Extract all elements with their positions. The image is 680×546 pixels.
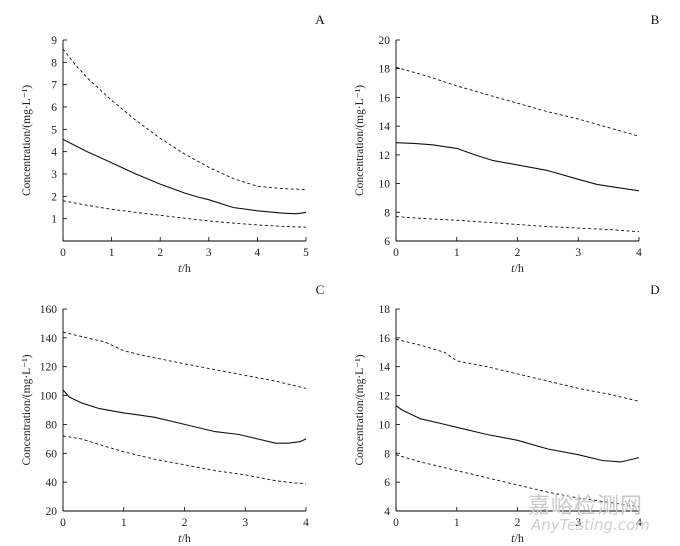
- panel-c-y-label: Concentration/(mg·L⁻¹): [21, 354, 33, 465]
- panel-b-y-tick-label: 6: [384, 236, 390, 248]
- panel-d-y-tick-label: 12: [379, 391, 391, 403]
- panel-b-y-label: Concentration/(mg·L⁻¹): [354, 85, 366, 196]
- panel-a-y-tick-label: 9: [51, 35, 57, 47]
- panel-a-x-tick-label: 3: [206, 247, 212, 259]
- panel-b-x-label: t/h: [511, 261, 524, 275]
- panel-d-x-tick-label: 1: [454, 517, 460, 529]
- panel-a-y-tick-label: 3: [51, 169, 57, 181]
- panel-d-y-tick-label: 14: [379, 362, 391, 374]
- watermark-anytesting: AnyTesting.com: [531, 516, 650, 534]
- panel-a-y-tick-label: 4: [51, 147, 57, 159]
- panel-b-y-tick-label: 12: [379, 150, 391, 162]
- panel-a-series-upper: [62, 48, 307, 191]
- panel-a-x-tick-label: 1: [109, 247, 115, 259]
- panel-d-series-median: [395, 405, 640, 463]
- panel-a-y-tick-label: 1: [51, 214, 57, 226]
- panel-d-y-tick-label: 8: [384, 448, 390, 460]
- panel-c-letter: C: [316, 282, 325, 297]
- panel-d-letter: D: [650, 282, 659, 297]
- panel-d-x-tick-label: 3: [575, 517, 581, 529]
- panel-c-y-tick-label: 40: [46, 477, 58, 489]
- panel-b-y-tick-label: 20: [379, 35, 391, 47]
- panel-b-x-tick-label: 1: [454, 247, 460, 259]
- panel-c: 20 40 60 80 100 120 140 160 0 1 2 3 4 t/h Concentratio…: [21, 282, 324, 545]
- panel-b-y-tick-label: 16: [379, 92, 391, 104]
- panel-d-y-tick-label: 16: [379, 333, 391, 345]
- panel-a-series-median: [62, 138, 307, 215]
- panel-b-series-lower: [395, 216, 640, 233]
- panel-a-y-tick-label: 7: [51, 80, 57, 92]
- panel-a-y-tick-label: 5: [51, 124, 57, 136]
- panel-b-y-tick-label: 8: [384, 207, 390, 219]
- panel-a-letter: A: [315, 12, 325, 27]
- panel-c-x-tick-label: 0: [60, 517, 66, 529]
- panel-a-x-tick-label: 5: [303, 247, 309, 259]
- panel-b-x-tick-label: 0: [393, 247, 399, 259]
- panel-a-x-tick-label: 0: [60, 247, 66, 259]
- panel-d-x-tick-label: 0: [393, 517, 399, 529]
- panel-d-x-tick-label: 4: [636, 517, 642, 529]
- panel-a-y-tick-label: 6: [51, 102, 57, 114]
- panel-c-series-lower: [62, 435, 307, 485]
- panel-d-y-tick-label: 18: [379, 304, 391, 316]
- panel-a-x-tick-label: 4: [255, 247, 261, 259]
- panel-b-letter: B: [651, 12, 660, 27]
- panel-b-series-median: [395, 142, 640, 192]
- panel-d-y-tick-label: 4: [384, 506, 390, 518]
- panel-a: 1 2 3 4 5 6 7 8 9 0 1 2 3 4 5 t/h Concentration/(mg·L⁻¹)…: [21, 12, 325, 275]
- panel-a-x-tick-label: 2: [157, 247, 163, 259]
- panel-d-y-label: Concentration/(mg·L⁻¹): [354, 354, 366, 465]
- panel-c-y-tick-label: 120: [40, 362, 58, 374]
- panel-c-series-median: [62, 389, 307, 444]
- panel-b-series-upper: [395, 66, 640, 137]
- panel-a-y-label: Concentration/(mg·L⁻¹): [21, 85, 33, 196]
- panel-c-y-tick-label: 20: [46, 506, 58, 518]
- panel-d-x-tick-label: 2: [515, 517, 521, 529]
- panel-a-x-label: t/h: [178, 261, 191, 275]
- panel-d-y-tick-label: 6: [384, 477, 390, 489]
- panel-c-y-tick-label: 60: [46, 448, 58, 460]
- panel-a-y-tick-label: 8: [51, 57, 57, 69]
- watermark-chinese: 嘉峪检测网: [528, 494, 644, 519]
- panel-c-x-label: t/h: [178, 531, 191, 545]
- panel-c-y-tick-label: 160: [40, 304, 58, 316]
- panel-c-x-tick-label: 1: [121, 517, 127, 529]
- panel-b-x-tick-label: 3: [575, 247, 581, 259]
- panel-d-series-upper: [395, 338, 640, 402]
- panel-a-y-tick-label: 2: [51, 191, 57, 203]
- panel-c-x-tick-label: 4: [303, 517, 309, 529]
- panel-b-y-tick-label: 14: [379, 121, 391, 133]
- panel-b-y-tick-label: 10: [379, 179, 391, 191]
- panel-b-x-tick-label: 2: [515, 247, 521, 259]
- panel-c-x-tick-label: 2: [182, 517, 188, 529]
- panel-b-y-tick-label: 18: [379, 64, 391, 76]
- panel-c-x-tick-label: 3: [242, 517, 248, 529]
- panel-b-x-tick-label: 4: [636, 247, 642, 259]
- panel-c-y-tick-label: 100: [40, 391, 58, 403]
- panel-c-series-upper: [62, 331, 307, 389]
- panel-d-y-tick-label: 10: [379, 419, 391, 431]
- panel-c-y-tick-label: 140: [40, 333, 58, 345]
- panel-c-y-tick-label: 80: [46, 419, 58, 431]
- panel-d-x-label: t/h: [511, 531, 524, 545]
- panel-a-series-lower: [62, 200, 307, 228]
